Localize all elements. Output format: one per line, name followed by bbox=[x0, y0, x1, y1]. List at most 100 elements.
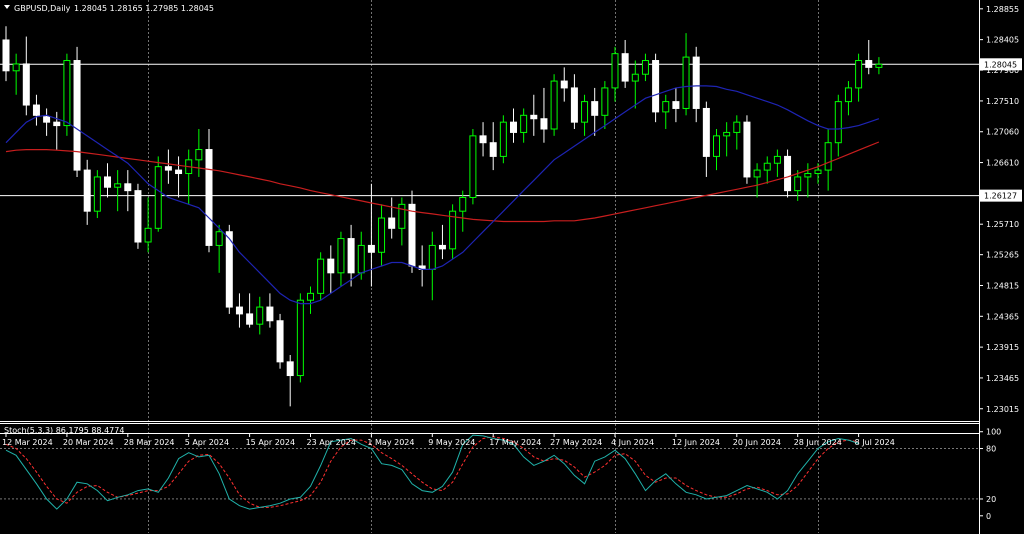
candle bbox=[286, 354, 294, 407]
candle-body-bear bbox=[2, 39, 10, 72]
candle-body-bear bbox=[286, 361, 294, 377]
candle-body-bear bbox=[22, 63, 30, 106]
stoch-main-line bbox=[5, 434, 859, 510]
candle-body-bear bbox=[591, 101, 599, 116]
time-axis-labels: 12 Mar 2024 20 Mar 2024 28 Mar 2024 5 Apr 2… bbox=[2, 433, 895, 447]
time-tick-label: 1 May 2024 bbox=[367, 438, 414, 447]
ma-slow-line bbox=[5, 141, 880, 223]
moving-averages bbox=[5, 85, 880, 305]
candle bbox=[398, 197, 406, 246]
candle bbox=[276, 313, 284, 369]
candle-body-bull bbox=[357, 244, 365, 274]
candle-body-bull bbox=[855, 60, 863, 89]
time-tick-label: 9 May 2024 bbox=[428, 438, 475, 447]
candle bbox=[235, 293, 243, 328]
time-tick-label: 4 Jun 2024 bbox=[611, 438, 654, 447]
candle bbox=[93, 170, 101, 219]
candlesticks bbox=[2, 26, 883, 407]
candle-body-bull bbox=[296, 299, 304, 377]
candle bbox=[611, 46, 619, 102]
candle-body-bull bbox=[195, 149, 203, 161]
candle bbox=[296, 293, 304, 383]
candle bbox=[834, 94, 842, 157]
candle bbox=[154, 156, 162, 232]
candle-body-bear bbox=[489, 142, 497, 157]
stoch-tick-label: 80 bbox=[986, 445, 996, 454]
candle-body-bull bbox=[814, 169, 822, 175]
candle-body-bull bbox=[499, 121, 507, 157]
candle-body-bull bbox=[144, 227, 152, 243]
candle bbox=[225, 224, 233, 314]
candle bbox=[317, 252, 325, 301]
candle bbox=[205, 129, 213, 253]
candle bbox=[83, 159, 91, 225]
candle-body-bear bbox=[479, 135, 487, 144]
candle-body-bear bbox=[225, 231, 233, 308]
candle bbox=[104, 163, 111, 198]
candle bbox=[753, 163, 761, 198]
time-tick-label: 8 Jul 2024 bbox=[855, 438, 895, 447]
candle bbox=[591, 87, 599, 136]
candle bbox=[43, 108, 51, 136]
time-tick-label: 12 Mar 2024 bbox=[2, 438, 53, 447]
candle-body-bull bbox=[824, 142, 832, 171]
candle bbox=[824, 129, 832, 191]
candle-body-bull bbox=[459, 196, 467, 212]
time-tick-label: 15 Apr 2024 bbox=[246, 438, 295, 447]
candle-body-bull bbox=[723, 131, 731, 137]
candle-body-bull bbox=[611, 53, 619, 89]
candle bbox=[73, 46, 81, 177]
candle-body-bull bbox=[550, 80, 558, 130]
candle-body-bear bbox=[530, 114, 538, 120]
candle bbox=[784, 149, 792, 198]
stoch-tick-label: 0 bbox=[986, 512, 991, 521]
candle-body-bull bbox=[337, 238, 345, 274]
candle bbox=[256, 296, 264, 335]
candle-body-bear bbox=[560, 80, 568, 89]
candle-body-bear bbox=[784, 155, 792, 192]
candle bbox=[550, 74, 558, 136]
price-tick-label: 1.24815 bbox=[986, 281, 1019, 290]
price-tick-label: 1.23915 bbox=[986, 343, 1019, 352]
price-tick-label: 1.28405 bbox=[986, 36, 1019, 45]
candle bbox=[621, 39, 629, 88]
time-tick-label: 17 May 2024 bbox=[489, 438, 541, 447]
candle-body-bull bbox=[378, 217, 386, 253]
price-tick-label: 1.25710 bbox=[986, 220, 1019, 229]
ohlc-label: 1.28045 1.28165 1.27985 1.28045 bbox=[74, 4, 214, 13]
candle-body-bear bbox=[205, 149, 213, 246]
candle-body-bear bbox=[164, 166, 172, 171]
candle bbox=[215, 224, 223, 273]
candle-body-bull bbox=[875, 63, 883, 68]
candle bbox=[469, 129, 477, 205]
price-tick-label: 1.27960 bbox=[986, 66, 1019, 75]
candle-body-bear bbox=[134, 190, 142, 243]
candle-body-bear bbox=[347, 238, 355, 274]
price-tick-label: 1.24365 bbox=[986, 312, 1019, 321]
candle-body-bull bbox=[834, 101, 842, 144]
candle-body-bull bbox=[256, 306, 264, 325]
candle bbox=[327, 245, 335, 294]
candle bbox=[652, 53, 660, 123]
candle-body-bear bbox=[672, 101, 680, 109]
candle bbox=[134, 183, 142, 249]
chart-header: GBPUSD,Daily 1.28045 1.28165 1.27985 1.2… bbox=[4, 4, 214, 13]
candle bbox=[459, 190, 467, 232]
candle-body-bull bbox=[682, 56, 690, 109]
price-axis-labels: 1.28855 1.28405 1.27960 1.27510 1.27060 1.266… bbox=[979, 5, 1022, 414]
candle-body-bull bbox=[581, 101, 589, 123]
current-price-label-bg bbox=[980, 58, 1022, 71]
dropdown-triangle-icon[interactable] bbox=[4, 5, 10, 9]
candle bbox=[601, 81, 609, 130]
candle-body-bear bbox=[276, 320, 284, 363]
candle-body-bear bbox=[104, 176, 111, 188]
candle-body-bull bbox=[763, 162, 771, 171]
candle-body-bear bbox=[621, 53, 629, 82]
candle bbox=[114, 170, 122, 212]
candle bbox=[164, 149, 172, 184]
candle-body-bear bbox=[743, 121, 751, 178]
candle-body-bear bbox=[246, 313, 254, 325]
candle bbox=[844, 81, 852, 116]
candle bbox=[195, 129, 203, 177]
candle-body-bull bbox=[307, 292, 314, 301]
